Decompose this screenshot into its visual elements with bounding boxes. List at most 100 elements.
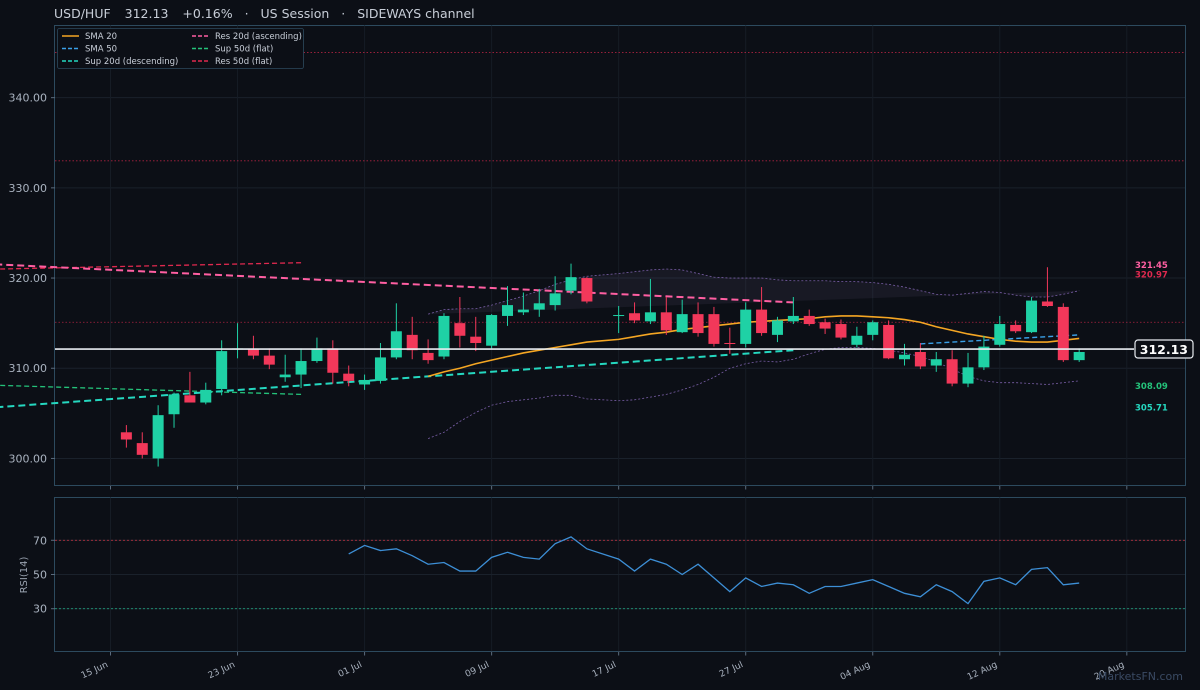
candle-body [835, 324, 847, 338]
svg-text:USD/HUF 312.13 +0.: USD/HUF 312.13 +0.16% · US Session · SID… [54, 6, 475, 21]
candle-body [883, 324, 895, 359]
legend-label: Sup 20d (descending) [85, 57, 178, 67]
candle-body [676, 314, 688, 333]
price-dotted-levels [55, 52, 1185, 323]
candle-body [247, 349, 259, 356]
candle-body [581, 278, 593, 302]
candle-body [422, 352, 434, 361]
candle-body [914, 352, 926, 367]
x-tick-label: 23 Jun [207, 660, 237, 681]
candle-body [756, 309, 768, 334]
legend-label: SMA 50 [85, 45, 117, 55]
candle-body [819, 322, 831, 329]
rsi-line [348, 536, 1080, 605]
trendline-end-label: 321.45 [1135, 261, 1168, 271]
rsi-ytick-label: 70 [33, 534, 47, 547]
candle-body [1057, 306, 1069, 361]
candle-body [216, 351, 228, 389]
price-ytick-label: 300.00 [9, 452, 48, 465]
candle-body [930, 359, 942, 366]
candle-body [1026, 300, 1038, 333]
candle-body [533, 303, 545, 310]
candle-body [851, 335, 863, 345]
candle-body [152, 415, 164, 459]
candle-body [502, 305, 513, 316]
trendline [0, 262, 302, 270]
candle-body [295, 361, 307, 375]
legend-label: Res 50d (flat) [215, 57, 272, 67]
price-gridlines [55, 25, 1185, 486]
candle-body [327, 348, 339, 373]
price-y-axis: 300.00 310.00 320.00 330.00 340.00 [9, 92, 55, 465]
candle-body [486, 315, 498, 346]
candle-body [343, 373, 355, 381]
legend-items: SMA 20 SMA 50 Sup 20d (descending) Res 20d … [62, 32, 302, 67]
x-tick-label: 12 Aug [966, 660, 999, 683]
legend-box [57, 28, 304, 69]
candle-body [454, 323, 466, 336]
candle-body [803, 315, 815, 325]
candle-body [787, 315, 799, 322]
candle-body [1073, 352, 1085, 361]
candles [120, 263, 1085, 467]
bollinger-upper [427, 268, 1080, 315]
trendline [0, 263, 794, 304]
trendline-end-labels: 320.97 308.09 321.45 305.71 [1135, 261, 1168, 414]
candle-body [438, 315, 450, 357]
x-tick-label: 15 Jun [80, 660, 110, 681]
legend-label: SMA 20 [85, 32, 117, 42]
candle-body [962, 367, 974, 384]
trendline-end-label: 305.71 [1135, 404, 1168, 414]
candle-body [771, 320, 783, 335]
candle-body [311, 348, 323, 362]
session-label: US Session [261, 6, 330, 21]
candle-body [708, 314, 720, 344]
candle-body [549, 293, 561, 306]
current-price-tag-label: 312.13 [1140, 342, 1188, 357]
candle-body [263, 355, 275, 365]
trendline-end-label: 320.97 [1135, 271, 1168, 281]
trendline [0, 384, 302, 396]
price-ytick-label: 330.00 [9, 182, 48, 195]
chart-header: USD/HUF 312.13 +0.16% · US Session · SID… [54, 6, 475, 21]
candle-body [184, 395, 196, 403]
x-tick-label: 27 Jul [718, 660, 745, 680]
candle-body [374, 357, 386, 381]
candle-body [740, 309, 752, 344]
candle-body [168, 394, 180, 415]
candle-body [899, 354, 910, 360]
price-ytick-label: 310.00 [9, 362, 48, 375]
separator-2: · [341, 6, 345, 21]
candle-body [1041, 301, 1053, 307]
rsi-axis-label: RSI(14) [19, 557, 30, 594]
current-price-line: 312.13 [55, 339, 1194, 359]
candle-body [978, 346, 990, 368]
candle-body [120, 432, 132, 440]
candle-body [1010, 324, 1022, 332]
candle-body [994, 324, 1006, 345]
symbol-label: USD/HUF [54, 6, 111, 21]
candle-body [200, 389, 212, 403]
trendline-end-label: 308.09 [1135, 382, 1168, 392]
x-tick-label: 01 Jul [337, 660, 364, 680]
candle-body [613, 315, 625, 317]
candle-body [517, 309, 529, 313]
candle-body [660, 312, 672, 331]
trendlines [0, 262, 794, 409]
rsi-series [348, 536, 1080, 605]
rsi-ytick-label: 50 [33, 569, 47, 582]
trendline [0, 349, 794, 409]
watermark: MarketsFN.com [1098, 670, 1183, 683]
current-price-tag [1134, 339, 1194, 359]
candle-body [724, 342, 736, 344]
price-panel [54, 25, 1186, 486]
price-ytick-label: 340.00 [9, 92, 48, 105]
candle-body [867, 322, 879, 335]
candle-body [692, 314, 704, 334]
candle-body [390, 331, 402, 358]
change-label: +0.16% [182, 6, 232, 21]
rsi-y-axis: 30 50 70 [33, 534, 55, 616]
x-tick-label: 17 Jul [591, 660, 618, 680]
candle-body [279, 374, 291, 378]
